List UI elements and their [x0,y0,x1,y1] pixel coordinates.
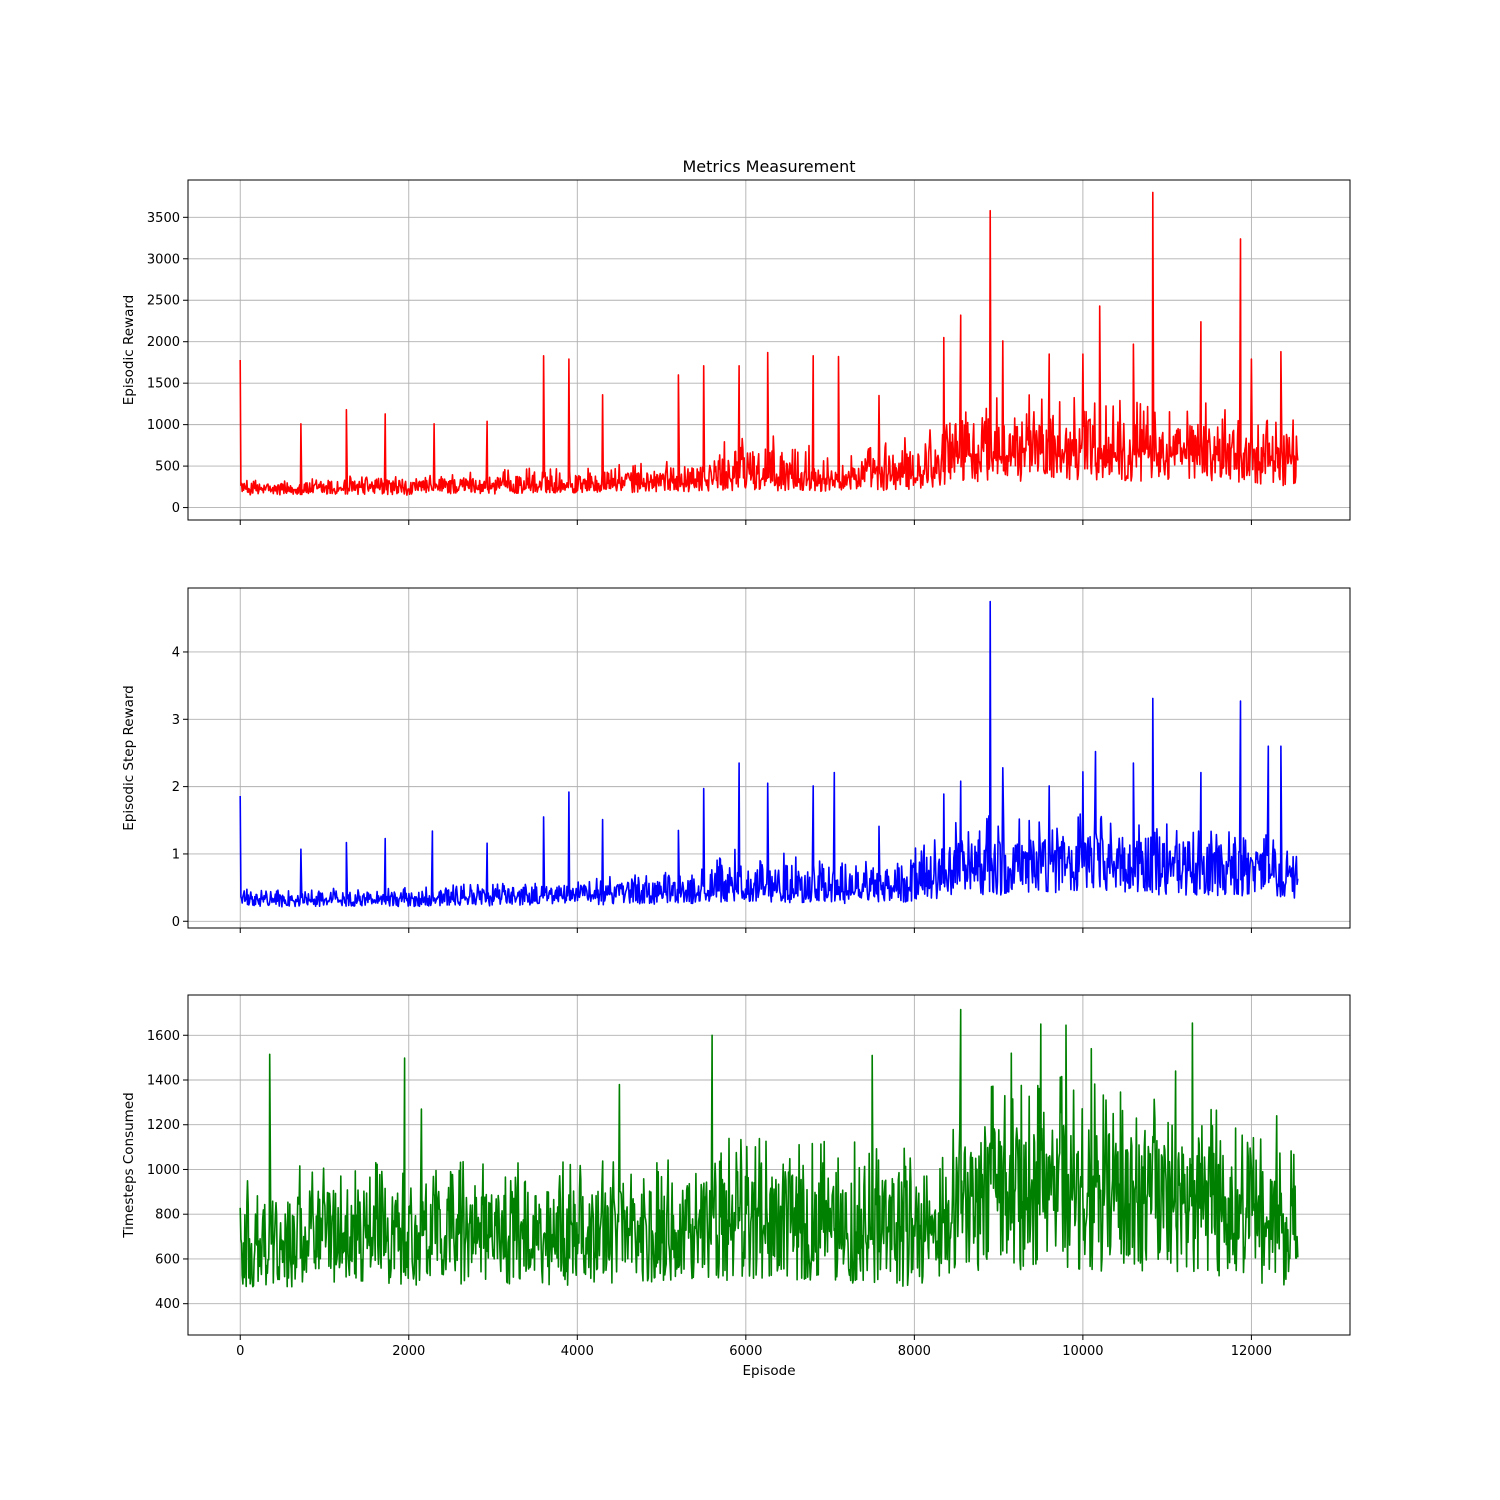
y-axis-label: Episodic Step Reward [121,685,137,830]
y-tick-label: 600 [155,1252,180,1267]
y-tick-label: 1500 [147,377,180,392]
y-tick-label: 0 [172,501,180,516]
x-tick-label: 4000 [561,1344,594,1359]
x-tick-label: 10000 [1062,1344,1103,1359]
y-tick-label: 400 [155,1297,180,1312]
y-axis-label: Episodic Reward [121,295,137,405]
y-tick-label: 2 [172,780,180,795]
axes-frame [187,994,1351,1336]
panel-episodic-reward: 0 500 1000 1500 2000 2500 3000 3500 Episodic Rew… [121,179,1351,525]
panel-timesteps-consumed: 0 2000 4000 6000 8000 10000 12000 400 600 800 1000… [121,994,1351,1379]
x-axis-label: Episode [742,1363,795,1379]
y-tick-label: 1000 [147,1163,180,1178]
series-line [239,1008,1299,1288]
y-tick-label: 500 [155,460,180,475]
x-tick-label: 2000 [392,1344,425,1359]
y-tick-label: 1600 [147,1029,180,1044]
y-tick-label: 2000 [147,335,180,350]
y-tick-label: 1000 [147,418,180,433]
y-tick-label: 2500 [147,294,180,309]
y-tick-label: 0 [172,915,180,930]
y-tick-label: 3000 [147,252,180,267]
y-tick-label: 3500 [147,211,180,226]
series-line [239,600,1299,908]
y-tick-label: 3 [172,713,180,728]
y-tick-label: 1200 [147,1118,180,1133]
x-tick-label: 8000 [898,1344,931,1359]
x-tick-label: 6000 [729,1344,762,1359]
x-tick-label: 12000 [1231,1344,1272,1359]
y-tick-label: 1400 [147,1074,180,1089]
y-tick-label: 1 [172,847,180,862]
figure-title: Metrics Measurement [682,157,855,176]
x-tick-label: 0 [236,1344,244,1359]
panel-episodic-step-reward: 0 1 2 3 4 Episodic Step Reward [121,587,1351,933]
series-line [239,191,1299,496]
y-tick-label: 800 [155,1208,180,1223]
axes-frame [187,179,1351,521]
axes-frame [187,587,1351,929]
y-tick-label: 4 [172,645,180,660]
y-axis-label: Timesteps Consumed [121,1092,137,1238]
